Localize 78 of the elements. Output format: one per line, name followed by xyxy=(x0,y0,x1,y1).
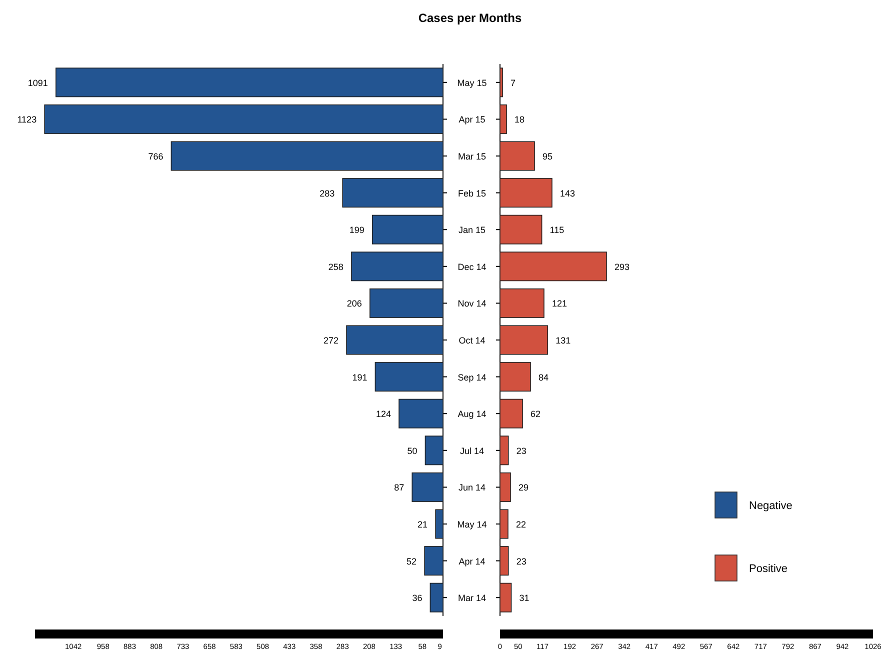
bar xyxy=(424,436,444,466)
data-label: 23 xyxy=(516,446,526,456)
bar xyxy=(424,546,444,576)
bar xyxy=(500,104,507,134)
bar xyxy=(500,288,544,318)
bar xyxy=(500,325,548,355)
data-label: 31 xyxy=(519,593,530,604)
y-tick-label: May 14 xyxy=(457,520,487,530)
legend-label: Positive xyxy=(749,563,788,575)
bar xyxy=(398,398,444,428)
bar xyxy=(346,325,444,355)
bar xyxy=(500,582,512,612)
y-tick-label: Apr 14 xyxy=(458,556,486,566)
y-tick-label: Apr 15 xyxy=(458,114,486,125)
bar xyxy=(500,178,552,208)
data-label: 121 xyxy=(552,298,568,309)
y-tick-label: Feb 15 xyxy=(458,188,486,198)
data-label: 50 xyxy=(407,446,418,456)
data-label: 124 xyxy=(376,409,392,420)
data-label: 293 xyxy=(614,262,630,272)
y-tick-label: Oct 14 xyxy=(458,336,486,346)
legend-label: Negative xyxy=(749,500,792,512)
y-tick-label: Mar 15 xyxy=(458,152,486,162)
bar xyxy=(500,252,607,282)
y-tick-label: Aug 14 xyxy=(458,409,486,420)
data-label: 84 xyxy=(538,372,549,382)
bar xyxy=(500,141,535,171)
y-tick-label: Dec 14 xyxy=(458,262,486,272)
y-tick-label: May 15 xyxy=(457,78,487,88)
bar xyxy=(500,509,508,539)
data-label: 1091 xyxy=(28,78,48,88)
data-label: 272 xyxy=(323,336,338,346)
data-label: 36 xyxy=(412,593,422,604)
data-label: 283 xyxy=(320,188,335,198)
data-label: 52 xyxy=(406,556,417,566)
data-label: 95 xyxy=(542,152,553,162)
data-label: 29 xyxy=(518,482,529,493)
text: Cases per Months xyxy=(418,11,522,25)
data-label: 7 xyxy=(510,78,516,88)
bar xyxy=(370,288,444,318)
data-label: 22 xyxy=(516,520,526,530)
data-label: 62 xyxy=(530,409,541,420)
y-tick-label: Jul 14 xyxy=(460,446,484,456)
data-label: 1123 xyxy=(17,114,37,125)
y-tick-label: Sep 14 xyxy=(458,372,486,382)
y-tick-label: Jan 15 xyxy=(458,225,486,236)
y-tick-label: Nov 14 xyxy=(458,298,486,309)
data-label: 143 xyxy=(560,188,576,198)
data-label: 206 xyxy=(346,298,362,309)
data-label: 191 xyxy=(352,372,368,382)
data-label: 87 xyxy=(394,482,404,493)
data-label: 21 xyxy=(418,520,428,530)
bar xyxy=(430,582,444,612)
bar xyxy=(500,362,531,392)
data-label: 115 xyxy=(550,225,564,236)
bar xyxy=(44,104,444,134)
bar xyxy=(342,178,444,208)
bar xyxy=(500,546,509,576)
bar xyxy=(351,252,444,282)
bar xyxy=(435,509,444,539)
bar xyxy=(170,141,444,171)
bar xyxy=(500,472,511,502)
bar xyxy=(56,68,444,98)
bar xyxy=(374,362,444,392)
data-label: 131 xyxy=(556,336,571,346)
bar xyxy=(500,68,503,98)
bar xyxy=(372,214,444,244)
data-label: 258 xyxy=(328,262,344,272)
y-tick-label: Mar 14 xyxy=(458,593,486,604)
bar xyxy=(500,398,523,428)
data-label: 18 xyxy=(514,114,525,125)
data-label: 23 xyxy=(516,556,526,566)
bar xyxy=(500,436,509,466)
data-label: 766 xyxy=(148,152,164,162)
y-tick-label: Jun 14 xyxy=(458,482,486,493)
data-label: 199 xyxy=(349,225,364,236)
bar xyxy=(500,214,542,244)
bar xyxy=(412,472,444,502)
